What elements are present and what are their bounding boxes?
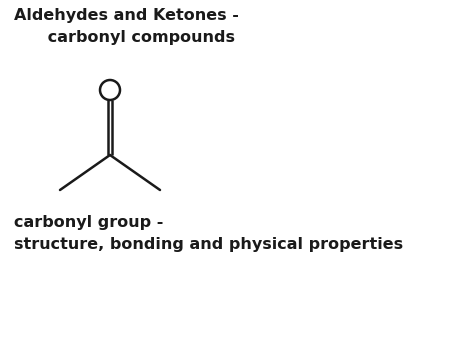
Text: structure, bonding and physical properties: structure, bonding and physical properti… — [14, 237, 403, 252]
Text: Aldehydes and Ketones -: Aldehydes and Ketones - — [14, 8, 239, 23]
Text: carbonyl compounds: carbonyl compounds — [14, 30, 235, 45]
Text: carbonyl group -: carbonyl group - — [14, 215, 163, 230]
